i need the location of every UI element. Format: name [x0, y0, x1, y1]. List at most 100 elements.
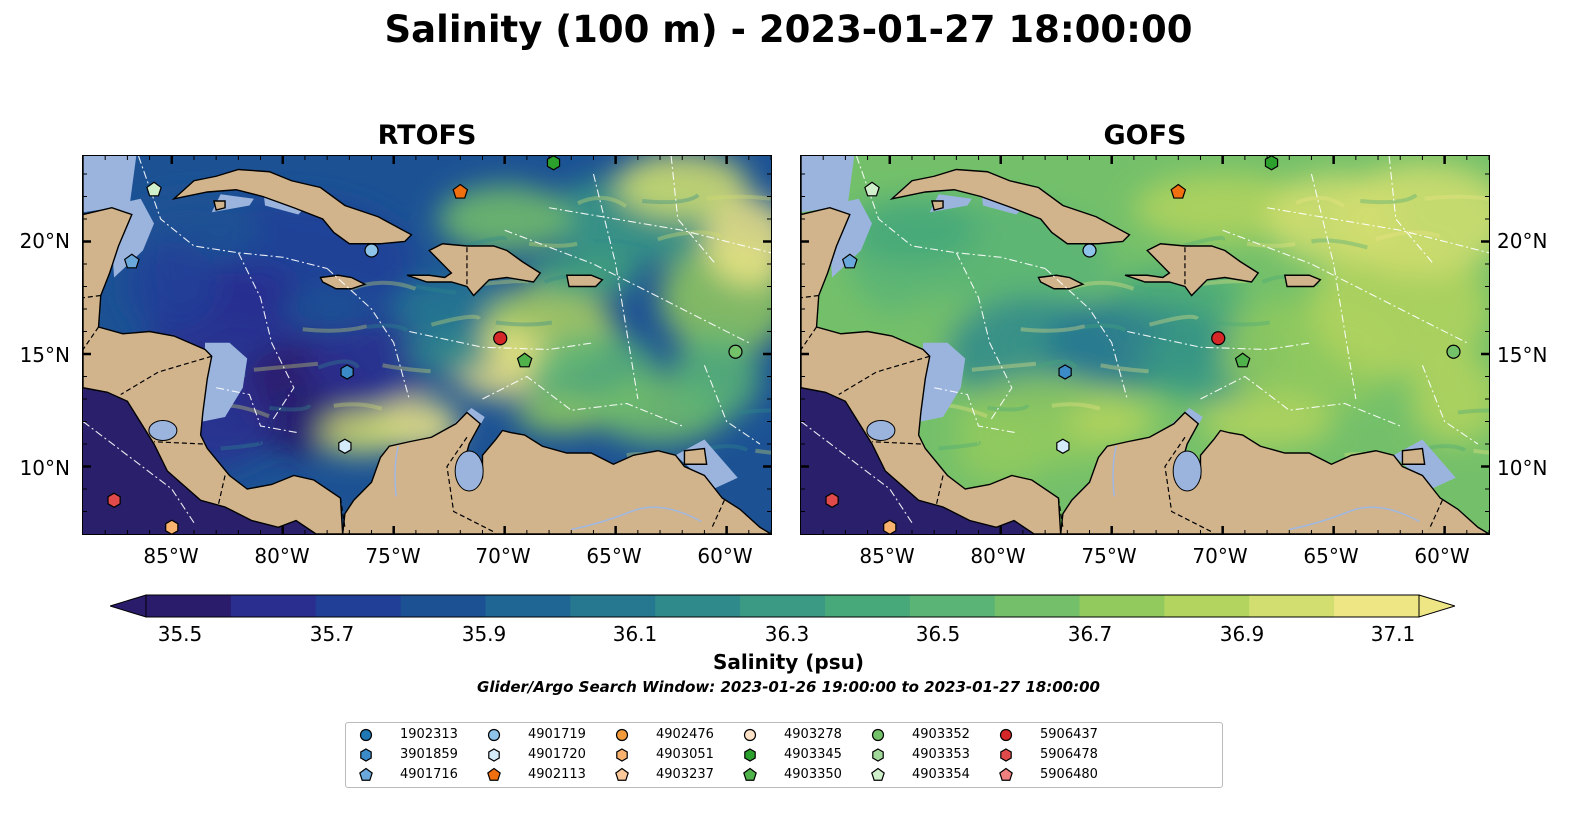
- legend-marker: [743, 767, 757, 781]
- lon-label-75w-gofs: 75°W: [1081, 544, 1137, 568]
- lat-label-20n: 20°N: [19, 229, 70, 253]
- colorbar-tick: 36.1: [612, 622, 658, 646]
- pentagon-marker-icon: [487, 767, 501, 781]
- salinity-patch: [845, 196, 979, 264]
- eez-boundary: [955, 252, 1013, 422]
- lon-label-65w-gofs: 65°W: [1303, 544, 1359, 568]
- colorbar-tick: 35.7: [309, 622, 355, 646]
- float-marker-4902113: [1170, 183, 1187, 199]
- lon-label-80w: 80°W: [254, 544, 310, 568]
- float-marker-4902113: [452, 183, 469, 199]
- float-marker-3901859: [340, 364, 354, 380]
- lon-label-80w-gofs: 80°W: [970, 544, 1026, 568]
- salinity-patch: [615, 156, 749, 219]
- legend-marker: [359, 728, 373, 742]
- eez-boundary: [1266, 207, 1489, 254]
- legend-label: 4901719: [528, 727, 586, 742]
- float-marker-4903051: [165, 519, 179, 534]
- country-border: [1164, 436, 1212, 533]
- float-marker-4901720: [1056, 438, 1070, 454]
- pentagon-marker-icon: [615, 767, 629, 781]
- salinity-patch: [1067, 399, 1157, 444]
- lon-label-60w-gofs: 60°W: [1414, 544, 1470, 568]
- country-border: [120, 355, 212, 396]
- eez-boundary: [548, 207, 771, 254]
- float-marker-4901716: [123, 253, 140, 269]
- country-border: [83, 326, 100, 350]
- panel-title-gofs: GOFS: [1103, 120, 1187, 151]
- eez-boundary: [801, 421, 913, 524]
- colorbar-segment: [485, 595, 571, 617]
- legend-marker: [999, 767, 1013, 781]
- colorbar-segment: [230, 595, 317, 617]
- legend-label: 4903354: [912, 767, 970, 782]
- colorbar-segment: [146, 595, 232, 617]
- pentagon-marker-icon: [871, 767, 885, 781]
- legend-marker: [871, 728, 885, 742]
- legend-label: 4902476: [656, 727, 714, 742]
- eez-boundary: [504, 229, 750, 344]
- colorbar-segment: [994, 595, 1081, 617]
- float-marker-3901859: [1058, 364, 1072, 380]
- float-marker-4901716: [841, 253, 858, 269]
- eez-boundary: [670, 156, 716, 265]
- legend-marker: [744, 748, 756, 762]
- shelf-area: [801, 156, 855, 213]
- circle-marker-icon: [743, 728, 757, 742]
- land-mass: [83, 156, 344, 534]
- colorbar-segment: [315, 595, 402, 617]
- eez-boundary: [934, 387, 1017, 434]
- legend-marker: [487, 767, 501, 781]
- country-border: [935, 475, 944, 505]
- legend-label: 4903345: [784, 747, 842, 762]
- float-marker-5906478: [825, 492, 839, 508]
- pentagon-marker-icon: [359, 767, 373, 781]
- salinity-colorbar: [110, 594, 1455, 618]
- rtofs-salinity-map: [82, 155, 772, 535]
- colorbar-segment: [740, 595, 826, 617]
- colorbar-segment: [1079, 595, 1165, 617]
- eez-boundary: [1200, 375, 1401, 427]
- shelf-area: [83, 156, 137, 213]
- colorbar-segment: [1249, 595, 1335, 617]
- lake-nicaragua: [866, 420, 896, 441]
- country-border: [446, 436, 494, 533]
- country-border: [83, 294, 101, 299]
- float-marker-4903354: [864, 181, 880, 197]
- float-marker-4903352: [1446, 344, 1461, 359]
- lon-label-75w: 75°W: [365, 544, 421, 568]
- eez-boundary: [216, 387, 299, 434]
- float-marker-4901719: [1082, 243, 1097, 258]
- colorbar-segment: [570, 595, 656, 617]
- legend-label: 4901716: [400, 767, 458, 782]
- float-marker-4903350: [516, 352, 533, 368]
- hexagon-marker-icon: [616, 748, 628, 762]
- lon-label-60w: 60°W: [697, 544, 753, 568]
- lat-label-15n-right: 15°N: [1497, 343, 1548, 367]
- legend-label: 4903350: [784, 767, 842, 782]
- river: [1289, 506, 1420, 531]
- legend-label: 4903237: [656, 767, 714, 782]
- legend-label: 4901720: [528, 747, 586, 762]
- colorbar-extend-high: [1418, 594, 1455, 618]
- eez-boundary: [1310, 173, 1357, 400]
- colorbar-segment: [909, 595, 996, 617]
- float-marker-4903350: [1234, 352, 1251, 368]
- salinity-patch: [704, 196, 771, 287]
- legend-label: 5906437: [1040, 727, 1098, 742]
- circle-marker-icon: [359, 728, 373, 742]
- river: [571, 506, 702, 531]
- legend-marker: [360, 748, 372, 762]
- legend-label: 4903352: [912, 727, 970, 742]
- lon-label-70w-gofs: 70°W: [1192, 544, 1248, 568]
- legend-marker: [1000, 748, 1012, 762]
- eez-boundary: [1127, 330, 1312, 351]
- country-border: [838, 355, 930, 396]
- land-mass: [213, 200, 226, 211]
- eez-boundary: [1388, 156, 1434, 265]
- land-mass: [801, 156, 1062, 534]
- eez-boundary: [83, 421, 195, 524]
- salinity-patch: [404, 331, 494, 377]
- legend-label: 4903353: [912, 747, 970, 762]
- land-mass: [1059, 411, 1489, 534]
